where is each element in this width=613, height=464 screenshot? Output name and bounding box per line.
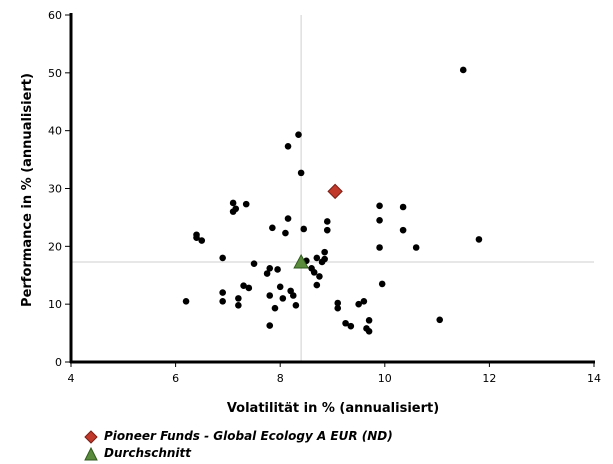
highlight-marker: [327, 183, 343, 200]
data-point: [310, 269, 318, 276]
data-point: [334, 299, 342, 307]
data-point: [232, 205, 240, 213]
legend-label-highlight: Pioneer Funds - Global Ecology A EUR (ND…: [104, 429, 393, 443]
reference-lines: [71, 15, 594, 362]
data-point: [475, 236, 483, 243]
data-point: [355, 300, 362, 308]
data-point: [436, 316, 444, 324]
y-tick-label: 20: [48, 240, 62, 253]
data-point: [376, 217, 383, 224]
data-points: [182, 66, 483, 335]
data-point: [313, 281, 321, 289]
data-point: [289, 292, 297, 299]
x-tick-label: 12: [482, 372, 496, 385]
legend-item-highlight: Pioneer Funds - Global Ecology A EUR (ND…: [84, 428, 393, 445]
data-point: [376, 202, 383, 210]
y-tick-labels: 0 10 20 30 40 50 60: [48, 9, 71, 369]
data-point: [399, 226, 407, 234]
data-point: [198, 237, 206, 244]
data-point: [376, 244, 383, 251]
data-point: [321, 255, 328, 263]
data-point: [235, 302, 242, 309]
data-point: [266, 292, 274, 299]
data-point: [271, 304, 279, 312]
data-point: [263, 270, 271, 277]
data-point: [284, 215, 292, 222]
data-point: [269, 224, 276, 232]
data-point: [193, 234, 200, 241]
data-point: [321, 248, 328, 256]
y-tick-label: 60: [48, 9, 62, 22]
y-tick-label: 40: [48, 125, 62, 138]
y-tick-label: 0: [55, 356, 62, 369]
special-markers: [293, 183, 343, 269]
data-point: [313, 254, 321, 262]
data-point: [219, 254, 226, 262]
data-point: [284, 142, 292, 150]
legend: Pioneer Funds - Global Ecology A EUR (ND…: [84, 428, 393, 462]
data-point: [250, 260, 258, 267]
x-tick-label: 10: [378, 372, 392, 385]
data-point: [266, 322, 274, 329]
legend-label-average: Durchschnitt: [104, 446, 192, 460]
x-tick-label: 14: [587, 372, 601, 385]
data-point: [240, 282, 247, 289]
data-point: [235, 295, 242, 302]
data-point: [219, 297, 226, 305]
x-tick-label: 6: [172, 372, 179, 385]
y-tick-label: 30: [48, 183, 62, 196]
triangle-icon: [84, 446, 98, 460]
legend-item-average: Durchschnitt: [84, 445, 393, 462]
data-point: [323, 218, 331, 225]
data-point: [182, 297, 190, 305]
x-tick-label: 4: [68, 372, 75, 385]
data-point: [229, 199, 237, 207]
data-point: [295, 131, 302, 139]
data-point: [365, 317, 373, 324]
data-point: [297, 169, 305, 177]
data-point: [279, 295, 287, 302]
data-point: [360, 297, 368, 305]
x-tick-label: 8: [277, 372, 284, 385]
data-point: [323, 226, 331, 234]
data-point: [342, 319, 349, 327]
data-point: [378, 280, 386, 288]
data-point: [459, 66, 467, 74]
data-point: [334, 304, 342, 312]
data-point: [365, 328, 373, 335]
data-point: [347, 322, 355, 330]
data-point: [316, 273, 323, 280]
data-point: [399, 203, 407, 211]
data-point: [245, 284, 253, 292]
data-point: [219, 289, 226, 296]
data-point: [266, 265, 274, 272]
data-point: [276, 283, 284, 291]
average-marker: [293, 253, 309, 269]
data-point: [300, 225, 308, 233]
y-axis-title: Performance in % (annualisiert): [20, 73, 35, 307]
data-point: [242, 200, 250, 208]
x-axis-title: Volatilität in % (annualisiert): [227, 401, 439, 416]
y-tick-label: 50: [48, 67, 62, 80]
y-tick-label: 10: [48, 298, 62, 311]
diamond-icon: [84, 429, 98, 444]
x-tick-labels: 4 6 8 10 12 14: [68, 362, 601, 385]
data-point: [412, 244, 420, 251]
data-point: [282, 229, 289, 237]
data-point: [274, 266, 281, 273]
data-point: [292, 302, 300, 309]
